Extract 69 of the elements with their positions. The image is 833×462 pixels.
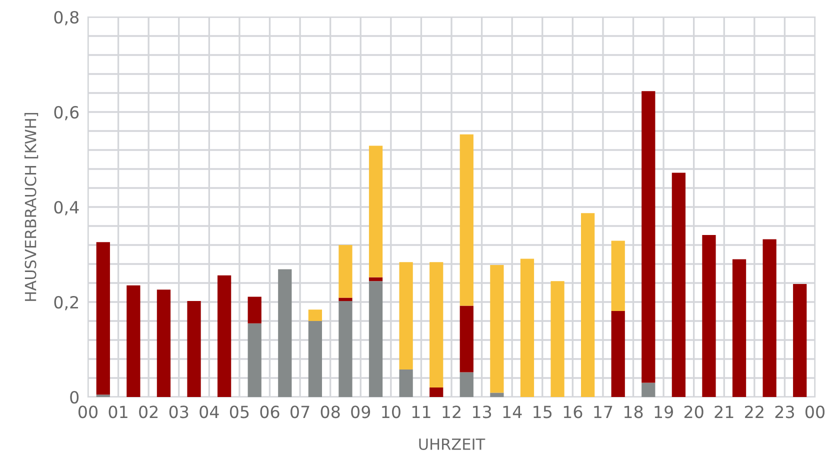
y-axis-title: HAUSVERBRAUCH [KWH]: [24, 112, 38, 301]
bar: [399, 369, 413, 397]
bar: [248, 323, 262, 397]
y-tick-label: 0,8: [54, 10, 79, 26]
bar: [550, 281, 564, 397]
y-tick-label: 0: [70, 390, 79, 404]
x-tick-label: 01: [108, 406, 128, 418]
bar: [338, 298, 352, 302]
x-tick-label: 04: [200, 406, 219, 418]
bar: [248, 296, 262, 324]
x-tick-label: 14: [503, 406, 522, 418]
bar: [490, 264, 504, 393]
y-tick-label: 0,6: [54, 106, 79, 120]
x-tick-label: 19: [654, 406, 673, 418]
x-tick-label: 10: [382, 406, 400, 418]
bar: [460, 306, 474, 372]
bar: [702, 235, 716, 397]
bar: [642, 382, 656, 397]
x-tick-label: 03: [169, 406, 188, 418]
bar: [187, 301, 201, 397]
x-tick-label: 23: [775, 406, 794, 418]
x-tick-label: 17: [594, 406, 612, 418]
x-tick-label: 15: [534, 406, 552, 418]
y-tick-label: 0,4: [54, 200, 79, 216]
x-tick-label: 21: [714, 406, 734, 418]
x-tick-label: 13: [473, 406, 492, 418]
bar: [490, 392, 504, 397]
bar: [278, 269, 292, 397]
x-tick-label: 11: [412, 406, 430, 418]
bar: [368, 277, 383, 282]
bar: [308, 310, 322, 321]
x-tick-label: 00: [805, 406, 824, 418]
bar: [156, 290, 171, 397]
bar: [217, 275, 232, 397]
bar: [793, 284, 807, 397]
bar: [430, 262, 444, 388]
x-tick-label: 09: [351, 406, 370, 418]
bar: [611, 240, 625, 312]
bar: [126, 285, 140, 397]
x-tick-label: 12: [442, 406, 460, 418]
y-tick-label: 0,2: [54, 296, 78, 310]
bar: [520, 258, 534, 397]
bar: [611, 311, 625, 397]
x-tick-label: 05: [230, 406, 249, 418]
x-tick-label: 20: [684, 406, 704, 418]
bar: [732, 259, 746, 397]
bar: [460, 372, 474, 397]
bar: [430, 388, 444, 397]
bar: [368, 146, 383, 278]
bar: [338, 245, 352, 298]
bar: [672, 172, 686, 397]
bar: [580, 213, 595, 397]
bar: [460, 134, 474, 306]
x-axis-title: UHRZEIT: [419, 438, 486, 450]
x-tick-label: 16: [564, 406, 582, 418]
x-tick-label: 22: [745, 406, 764, 418]
x-tick-label: 02: [139, 406, 158, 418]
bar: [338, 301, 352, 397]
bar: [308, 321, 322, 397]
bar: [762, 239, 776, 397]
x-tick-label: 08: [320, 406, 340, 418]
bar: [399, 262, 413, 370]
bar: [368, 281, 383, 397]
x-tick-label: 00: [78, 406, 98, 418]
bar: [642, 91, 656, 383]
x-tick-label: 18: [624, 406, 643, 418]
x-tick-label: 06: [260, 406, 280, 418]
x-tick-label: 07: [290, 406, 310, 418]
bar: [96, 242, 110, 395]
